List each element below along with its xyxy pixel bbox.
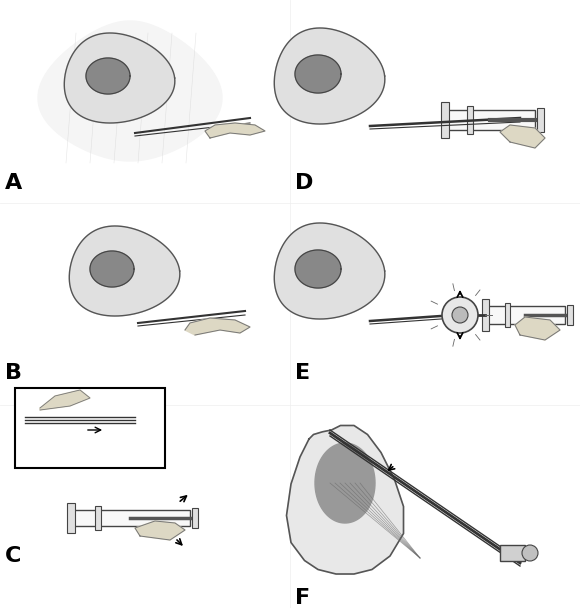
Bar	[67, 503, 75, 533]
Bar	[505, 303, 510, 327]
Bar	[537, 108, 544, 132]
Text: A: A	[5, 173, 22, 193]
Polygon shape	[515, 317, 560, 340]
Text: F: F	[295, 588, 310, 608]
Polygon shape	[40, 390, 90, 410]
Polygon shape	[38, 21, 222, 161]
Circle shape	[452, 307, 468, 323]
Bar	[485, 306, 565, 324]
Bar	[441, 102, 449, 138]
Polygon shape	[205, 123, 265, 138]
Bar	[192, 508, 198, 528]
Polygon shape	[135, 521, 185, 540]
Bar	[95, 506, 101, 530]
Polygon shape	[274, 28, 385, 124]
Circle shape	[442, 297, 478, 333]
Polygon shape	[185, 318, 250, 335]
Bar	[445, 110, 535, 130]
Polygon shape	[64, 33, 175, 123]
Bar	[70, 510, 190, 526]
Bar	[15, 388, 165, 468]
Polygon shape	[90, 251, 134, 287]
Text: E: E	[295, 363, 310, 383]
Polygon shape	[274, 223, 385, 319]
Bar	[567, 305, 573, 325]
Circle shape	[522, 545, 538, 561]
Bar	[482, 299, 489, 331]
Polygon shape	[295, 55, 341, 93]
Polygon shape	[86, 58, 130, 94]
Polygon shape	[287, 426, 404, 574]
Polygon shape	[69, 226, 180, 316]
Bar	[500, 545, 525, 561]
Polygon shape	[500, 125, 545, 148]
Bar	[467, 106, 473, 134]
Polygon shape	[315, 443, 375, 523]
Polygon shape	[295, 250, 341, 288]
Text: C: C	[5, 546, 21, 566]
Text: D: D	[295, 173, 313, 193]
Text: B: B	[5, 363, 22, 383]
